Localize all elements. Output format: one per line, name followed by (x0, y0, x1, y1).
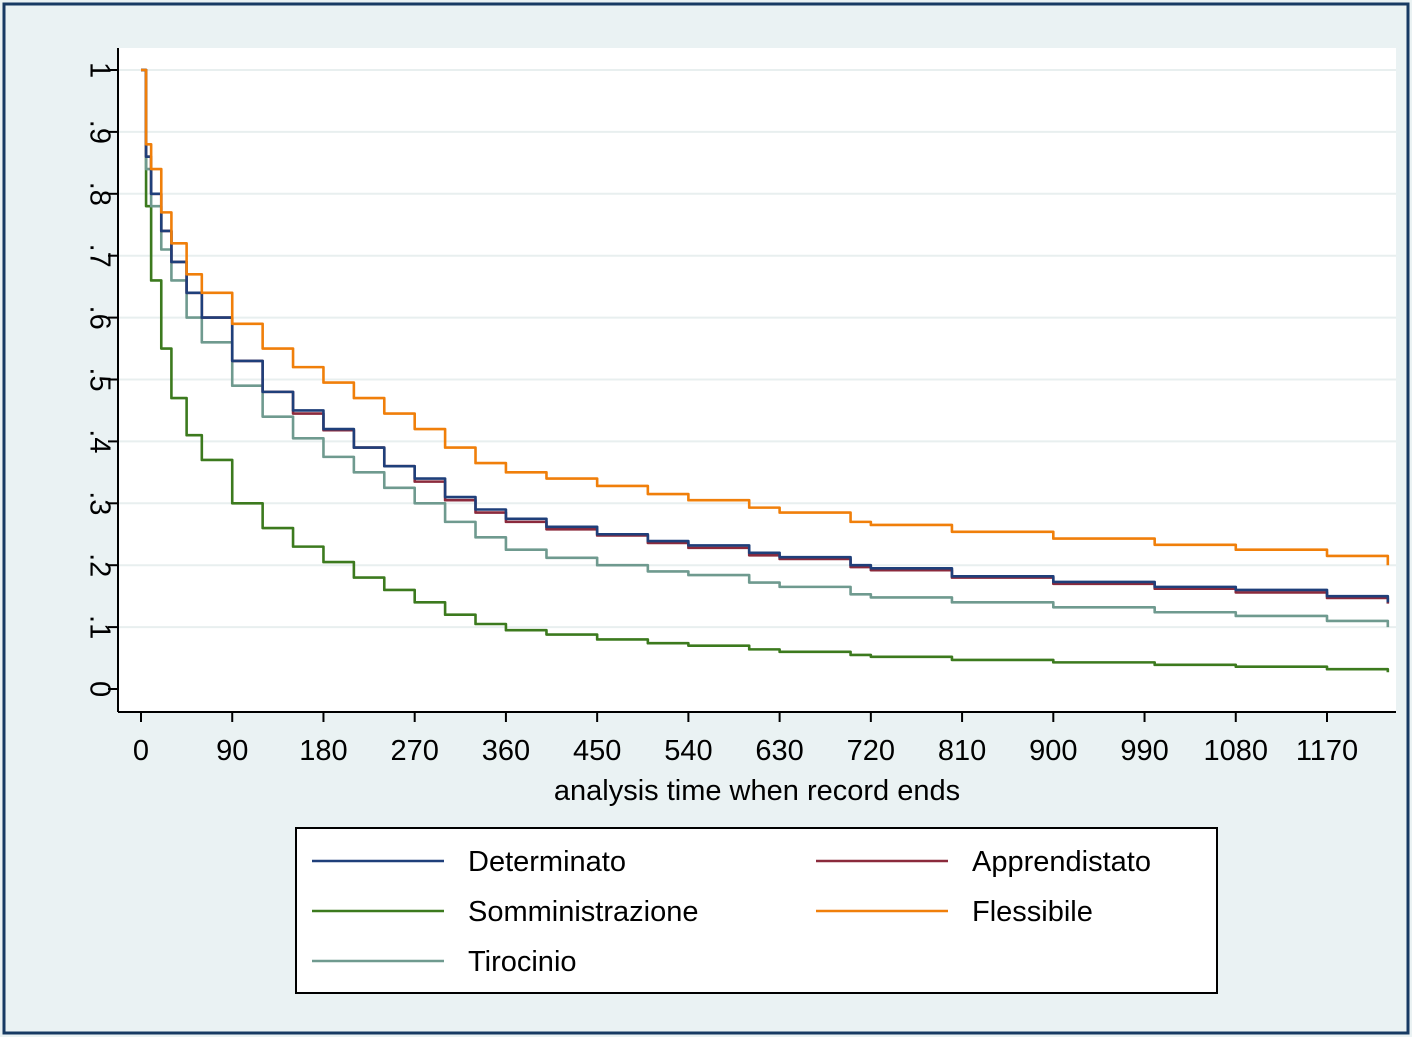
legend-label-determinato: Determinato (468, 846, 626, 878)
legend-label-somministrazione: Somministrazione (468, 896, 698, 928)
x-ticks: 0 90 180 270 360 450 540 630 720 810 900 990 1080 117… (133, 712, 1358, 767)
series-line-somministrazione (141, 68, 1390, 673)
legend-label-tirocinio: Tirocinio (468, 946, 577, 978)
series-line-tirocinio (141, 68, 1390, 628)
x-tick-label: 360 (482, 735, 530, 767)
y-tick-label: .3 (83, 491, 115, 515)
x-tick-label: 540 (664, 735, 712, 767)
y-tick-label: .2 (83, 553, 115, 577)
y-tick-label: .4 (83, 429, 115, 453)
legend-label-apprendistato: Apprendistato (972, 846, 1151, 878)
x-tick-label: 630 (755, 735, 803, 767)
series-line-determinato (141, 68, 1390, 603)
y-tick-label: 0 (83, 681, 115, 697)
x-tick-label: 0 (133, 735, 149, 767)
x-tick-label: 990 (1120, 735, 1168, 767)
y-tick-label: .7 (83, 244, 115, 268)
x-tick-label: 180 (299, 735, 347, 767)
y-tick-label: 1 (83, 62, 115, 78)
grid-lines (118, 69, 1396, 629)
x-tick-label: 90 (216, 735, 248, 767)
x-tick-label: 810 (938, 735, 986, 767)
legend-items: Determinato Apprendistato Somministrazione… (312, 846, 1151, 978)
series-line-flessibile (141, 68, 1390, 566)
x-tick-label: 1170 (1296, 735, 1358, 767)
y-ticks: 0 .1 .2 .3 .4 .5 .6 .7 .8 .9 1 (83, 62, 118, 697)
y-tick-label: .8 (83, 182, 115, 206)
y-tick-label: .9 (83, 120, 115, 144)
y-tick-label: .6 (83, 306, 115, 330)
x-tick-label: 900 (1029, 735, 1077, 767)
x-tick-label: 1080 (1204, 735, 1269, 767)
y-tick-label: .1 (83, 615, 115, 639)
x-tick-label: 720 (847, 735, 895, 767)
x-axis-title: analysis time when record ends (554, 775, 960, 807)
series-lines (141, 68, 1390, 673)
legend-label-flessibile: Flessibile (972, 896, 1093, 928)
x-tick-label: 450 (573, 735, 621, 767)
legend-box (295, 827, 1218, 994)
legend: Determinato Apprendistato Somministrazione… (295, 827, 1218, 994)
x-tick-label: 270 (390, 735, 438, 767)
y-tick-label: .5 (83, 367, 115, 391)
